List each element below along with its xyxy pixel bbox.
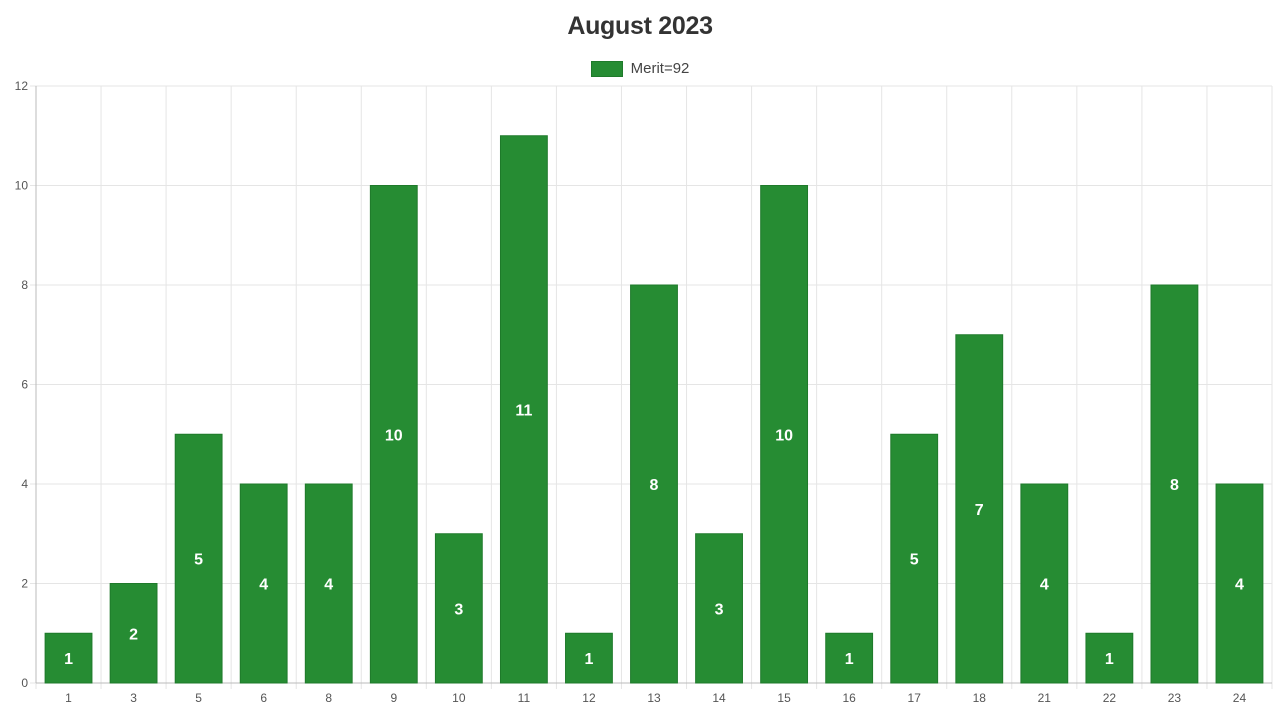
bar[interactable] bbox=[304, 483, 353, 684]
bar[interactable] bbox=[695, 533, 743, 684]
bar-data-label: 3 bbox=[454, 601, 463, 618]
x-tick-label: 15 bbox=[777, 691, 791, 705]
bar[interactable] bbox=[760, 185, 809, 684]
bar[interactable] bbox=[44, 632, 93, 684]
legend-swatch bbox=[590, 60, 623, 77]
y-tick-label: 10 bbox=[15, 179, 29, 193]
bar[interactable] bbox=[825, 632, 874, 684]
bar-data-label: 5 bbox=[194, 552, 203, 569]
chart-title: August 2023 bbox=[567, 12, 713, 40]
x-tick-label: 17 bbox=[908, 691, 922, 705]
y-tick-label: 4 bbox=[21, 477, 28, 491]
bar[interactable] bbox=[630, 284, 678, 684]
bar-data-label: 1 bbox=[1105, 651, 1114, 668]
bar-data-label: 8 bbox=[1170, 477, 1179, 494]
x-tick-label: 10 bbox=[452, 691, 466, 705]
x-tick-label: 18 bbox=[973, 691, 987, 705]
bar-data-label: 1 bbox=[64, 651, 73, 668]
x-tick-label: 3 bbox=[130, 691, 137, 705]
x-tick-label: 24 bbox=[1233, 691, 1247, 705]
y-tick-label: 12 bbox=[15, 79, 29, 93]
x-tick-label: 5 bbox=[195, 691, 202, 705]
bar-data-label: 4 bbox=[1040, 577, 1049, 594]
y-tick-label: 6 bbox=[21, 378, 28, 392]
bar[interactable] bbox=[174, 433, 223, 684]
bar-data-label: 10 bbox=[385, 427, 403, 444]
legend-label: Merit=92 bbox=[630, 60, 690, 77]
y-tick-label: 8 bbox=[21, 278, 28, 292]
bar[interactable] bbox=[434, 533, 483, 684]
bar-data-label: 4 bbox=[259, 577, 268, 594]
bar-data-label: 11 bbox=[515, 402, 532, 419]
bar[interactable] bbox=[369, 185, 418, 684]
bar[interactable] bbox=[1215, 483, 1264, 684]
x-tick-label: 8 bbox=[325, 691, 332, 705]
bar[interactable] bbox=[109, 583, 158, 684]
x-tick-label: 21 bbox=[1038, 691, 1052, 705]
bar-data-label: 7 bbox=[975, 502, 984, 519]
y-tick-label: 0 bbox=[21, 676, 28, 690]
bar-data-label: 8 bbox=[650, 477, 659, 494]
bar[interactable] bbox=[1020, 483, 1069, 684]
bar-data-label: 1 bbox=[584, 651, 593, 668]
x-tick-label: 22 bbox=[1103, 691, 1117, 705]
x-tick-label: 6 bbox=[260, 691, 267, 705]
x-tick-label: 12 bbox=[582, 691, 596, 705]
x-tick-label: 9 bbox=[390, 691, 397, 705]
bar-data-label: 5 bbox=[910, 552, 919, 569]
x-tick-label: 1 bbox=[65, 691, 72, 705]
bar[interactable] bbox=[955, 334, 1004, 684]
bar[interactable] bbox=[499, 135, 548, 684]
x-tick-label: 16 bbox=[842, 691, 856, 705]
bar-data-label: 4 bbox=[1235, 577, 1244, 594]
bar[interactable] bbox=[239, 483, 288, 684]
bar-data-label: 10 bbox=[775, 427, 793, 444]
bar-data-label: 4 bbox=[324, 577, 333, 594]
bar-data-label: 1 bbox=[845, 651, 854, 668]
x-tick-label: 14 bbox=[712, 691, 726, 705]
bar[interactable] bbox=[565, 632, 613, 684]
bar-data-label: 3 bbox=[715, 601, 724, 618]
legend[interactable]: Merit=92 bbox=[0, 60, 1280, 77]
x-tick-label: 11 bbox=[518, 691, 531, 705]
y-tick-label: 2 bbox=[21, 577, 28, 591]
bar-data-label: 2 bbox=[129, 626, 138, 643]
bar[interactable] bbox=[1085, 632, 1134, 684]
bar[interactable] bbox=[890, 433, 939, 684]
x-tick-label: 13 bbox=[647, 691, 661, 705]
bar[interactable] bbox=[1150, 284, 1199, 684]
x-tick-label: 23 bbox=[1168, 691, 1182, 705]
